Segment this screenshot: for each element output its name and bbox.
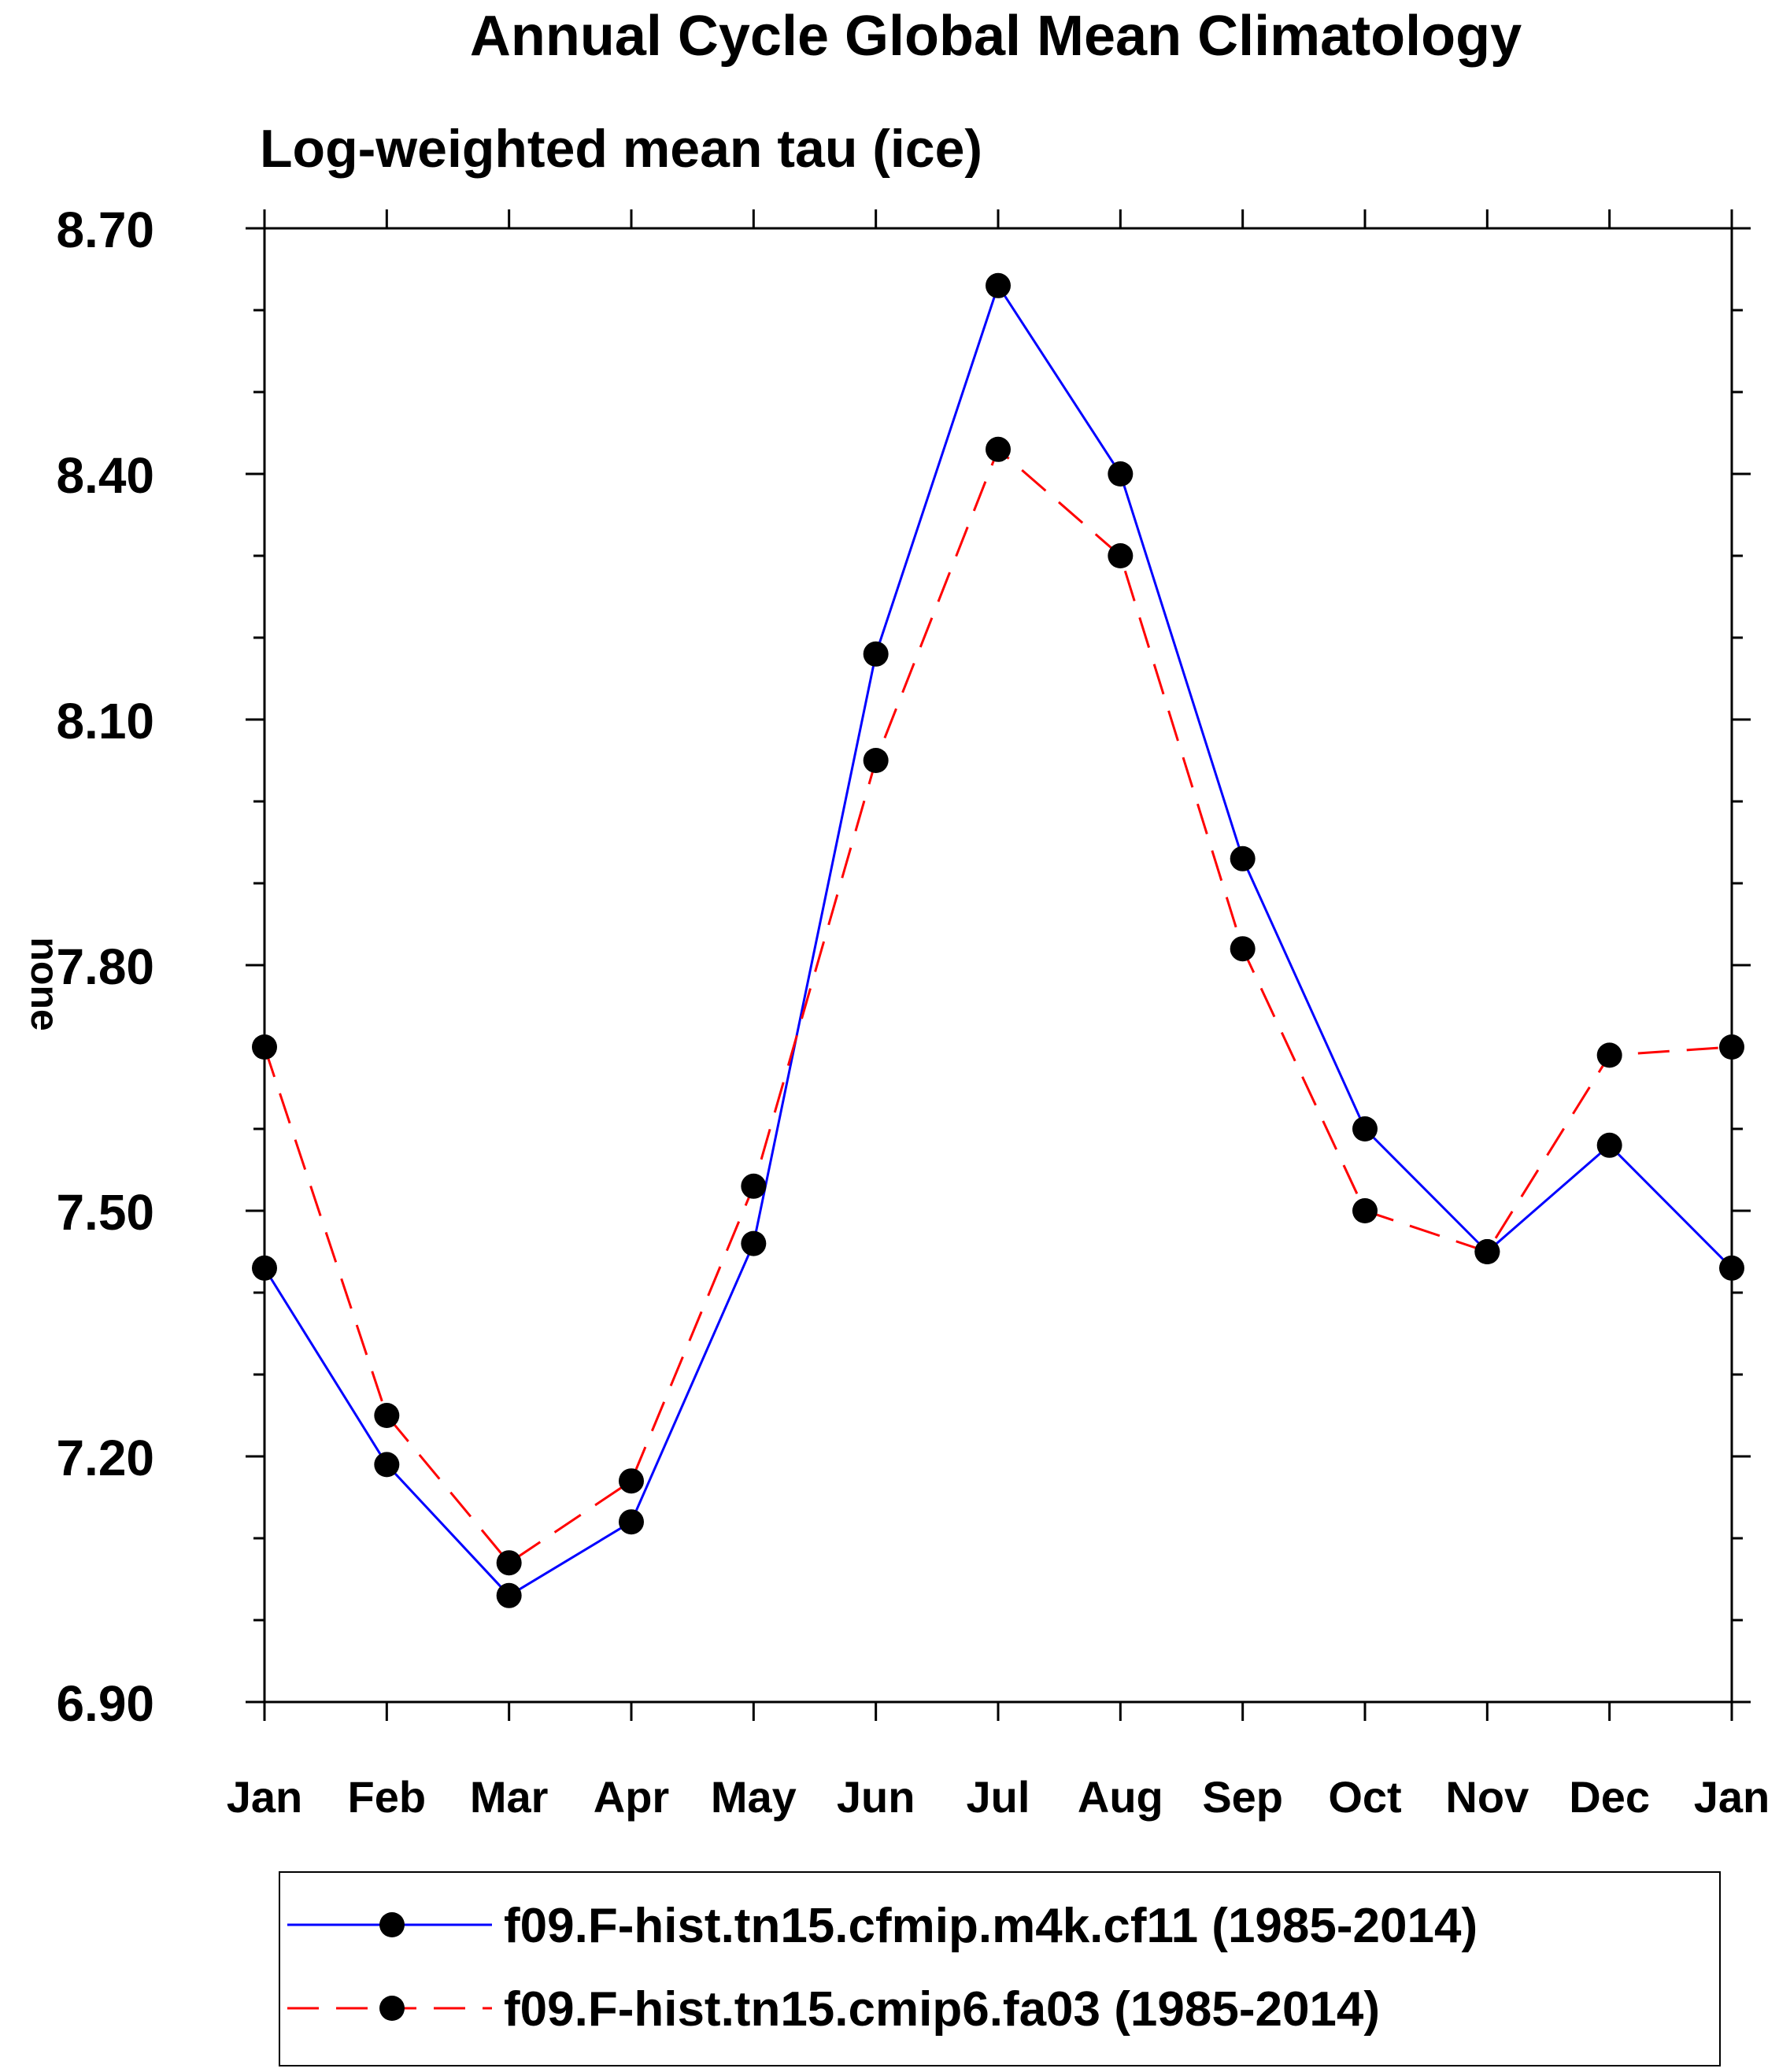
x-tick-label: Dec	[1569, 1772, 1650, 1822]
legend-label-1: f09.F-hist.tn15.cfmip.m4k.cf11 (1985-201…	[504, 1899, 1478, 1953]
y-tick-labels: 8.70 8.40 8.10 7.80 7.50 7.20 6.90	[56, 202, 154, 1732]
data-point	[1230, 936, 1256, 962]
data-point	[1352, 1198, 1378, 1223]
data-point	[1719, 1255, 1744, 1281]
chart-subtitle: Log-weighted mean tau (ice)	[260, 119, 982, 179]
x-tick-label: Jan	[227, 1772, 303, 1822]
y-tick-label: 8.70	[56, 202, 154, 258]
data-point	[374, 1403, 400, 1428]
x-tick-label: Sep	[1202, 1772, 1283, 1822]
data-point	[496, 1582, 522, 1608]
data-point	[1596, 1042, 1622, 1068]
data-point	[1108, 543, 1134, 568]
x-tick-label: Jun	[837, 1772, 915, 1822]
data-point	[986, 436, 1011, 462]
data-point	[1719, 1034, 1744, 1060]
data-point	[1474, 1239, 1500, 1264]
y-tick-label: 8.40	[56, 447, 154, 504]
series-line	[263, 447, 1733, 1565]
chart-title: Annual Cycle Global Mean Climatology	[470, 5, 1522, 68]
x-tick-label: Aug	[1078, 1772, 1163, 1822]
x-tick-label: Nov	[1445, 1772, 1529, 1822]
data-point	[1352, 1116, 1378, 1141]
x-tick-label: Apr	[594, 1772, 669, 1822]
data-point	[1230, 845, 1256, 871]
x-tick-labels: Jan Feb Mar Apr May Jun Jul Aug Sep Oct Nov Dec Jan	[227, 1772, 1770, 1822]
data-point	[619, 1509, 644, 1535]
y-axis-label: none	[23, 937, 67, 1030]
legend-box	[279, 1871, 1721, 2066]
data-point	[1596, 1132, 1622, 1158]
series-1	[252, 272, 1744, 1608]
legend-marker-1	[379, 1912, 405, 1937]
y-tick-label: 6.90	[56, 1675, 154, 1732]
series-2	[252, 436, 1744, 1576]
axis-ticks	[246, 209, 1751, 1721]
legend-label-2: f09.F-hist.tn15.cmip6.fa03 (1985-2014)	[504, 1982, 1380, 2037]
x-tick-label: Jan	[1694, 1772, 1770, 1822]
x-tick-label: Oct	[1328, 1772, 1401, 1822]
data-point	[741, 1230, 767, 1256]
y-tick-label: 7.50	[56, 1184, 154, 1241]
data-point	[619, 1468, 644, 1494]
data-point	[1108, 461, 1134, 487]
y-tick-label: 7.80	[56, 938, 154, 995]
data-point	[741, 1173, 767, 1199]
data-point	[252, 1034, 277, 1060]
legend-marker-2	[379, 1996, 405, 2021]
series-layer	[252, 272, 1744, 1608]
series-line	[263, 283, 1733, 1597]
legend: f09.F-hist.tn15.cfmip.m4k.cf11 (1985-201…	[279, 1871, 1721, 2066]
legend-entries: f09.F-hist.tn15.cfmip.m4k.cf11 (1985-201…	[287, 1899, 1478, 2037]
data-point	[863, 641, 889, 667]
x-tick-label: Jul	[967, 1772, 1030, 1822]
data-point	[863, 748, 889, 773]
y-tick-label: 7.20	[56, 1430, 154, 1486]
data-point	[986, 272, 1011, 298]
data-point	[252, 1255, 277, 1281]
y-tick-label: 8.10	[56, 693, 154, 749]
data-point	[496, 1550, 522, 1576]
data-point	[374, 1452, 400, 1478]
x-tick-label: Mar	[470, 1772, 549, 1822]
x-tick-label: Feb	[348, 1772, 427, 1822]
x-tick-label: May	[711, 1772, 797, 1822]
